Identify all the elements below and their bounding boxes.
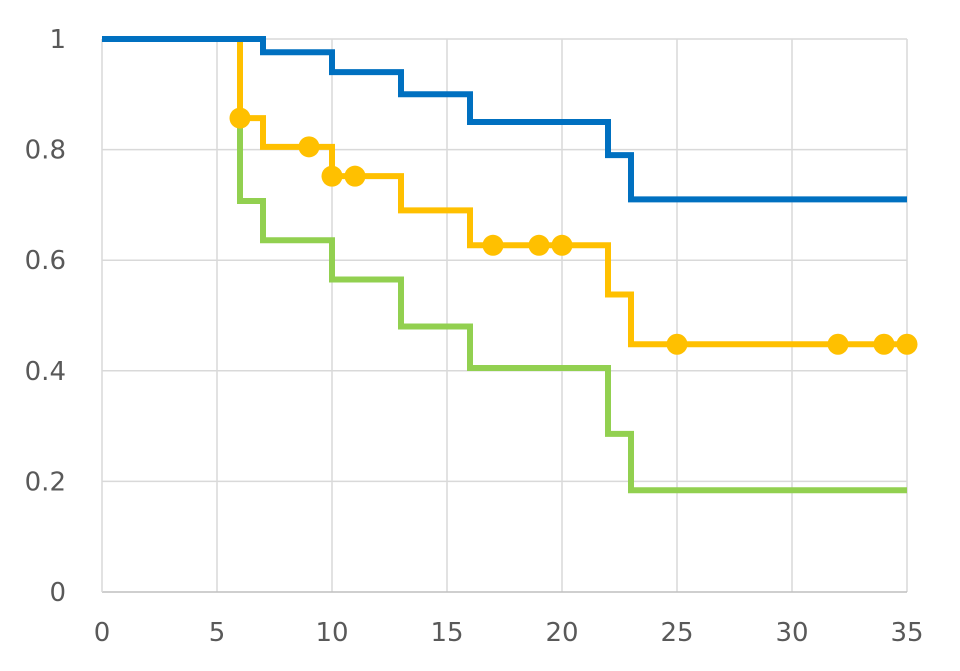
x-tick-label: 25	[660, 618, 693, 648]
x-tick-label: 10	[315, 618, 348, 648]
plot-series	[102, 36, 907, 494]
censor-marker	[528, 234, 550, 256]
censor-marker	[321, 165, 343, 187]
x-tick-label: 15	[430, 618, 463, 648]
tick-labels: 0 5 10 15 20 25 30 35 0 0.2 0.4 0.6 0.8 1	[25, 25, 924, 648]
series-line-1	[102, 36, 907, 348]
censor-marker	[229, 107, 251, 129]
x-tick-label: 20	[545, 618, 578, 648]
y-tick-label: 0.2	[25, 467, 66, 497]
censor-marker	[666, 333, 688, 355]
y-tick-label: 0	[49, 578, 66, 608]
censor-marker	[551, 234, 573, 256]
censor-marker	[482, 234, 504, 256]
censor-marker	[896, 333, 918, 355]
censor-marker	[298, 136, 320, 158]
y-tick-label: 0.6	[25, 246, 66, 276]
y-tick-label: 0.8	[25, 136, 66, 166]
x-tick-label: 30	[775, 618, 808, 648]
censor-markers	[229, 107, 918, 355]
censor-marker	[344, 165, 366, 187]
axes	[101, 39, 907, 593]
series-line-2	[237, 118, 907, 494]
y-tick-label: 1	[49, 25, 66, 55]
x-tick-label: 5	[209, 618, 226, 648]
x-tick-label: 35	[890, 618, 923, 648]
series-line-0	[102, 36, 907, 203]
y-tick-label: 0.4	[25, 357, 66, 387]
x-tick-label: 0	[94, 618, 111, 648]
censor-marker	[827, 333, 849, 355]
censor-marker	[873, 333, 895, 355]
